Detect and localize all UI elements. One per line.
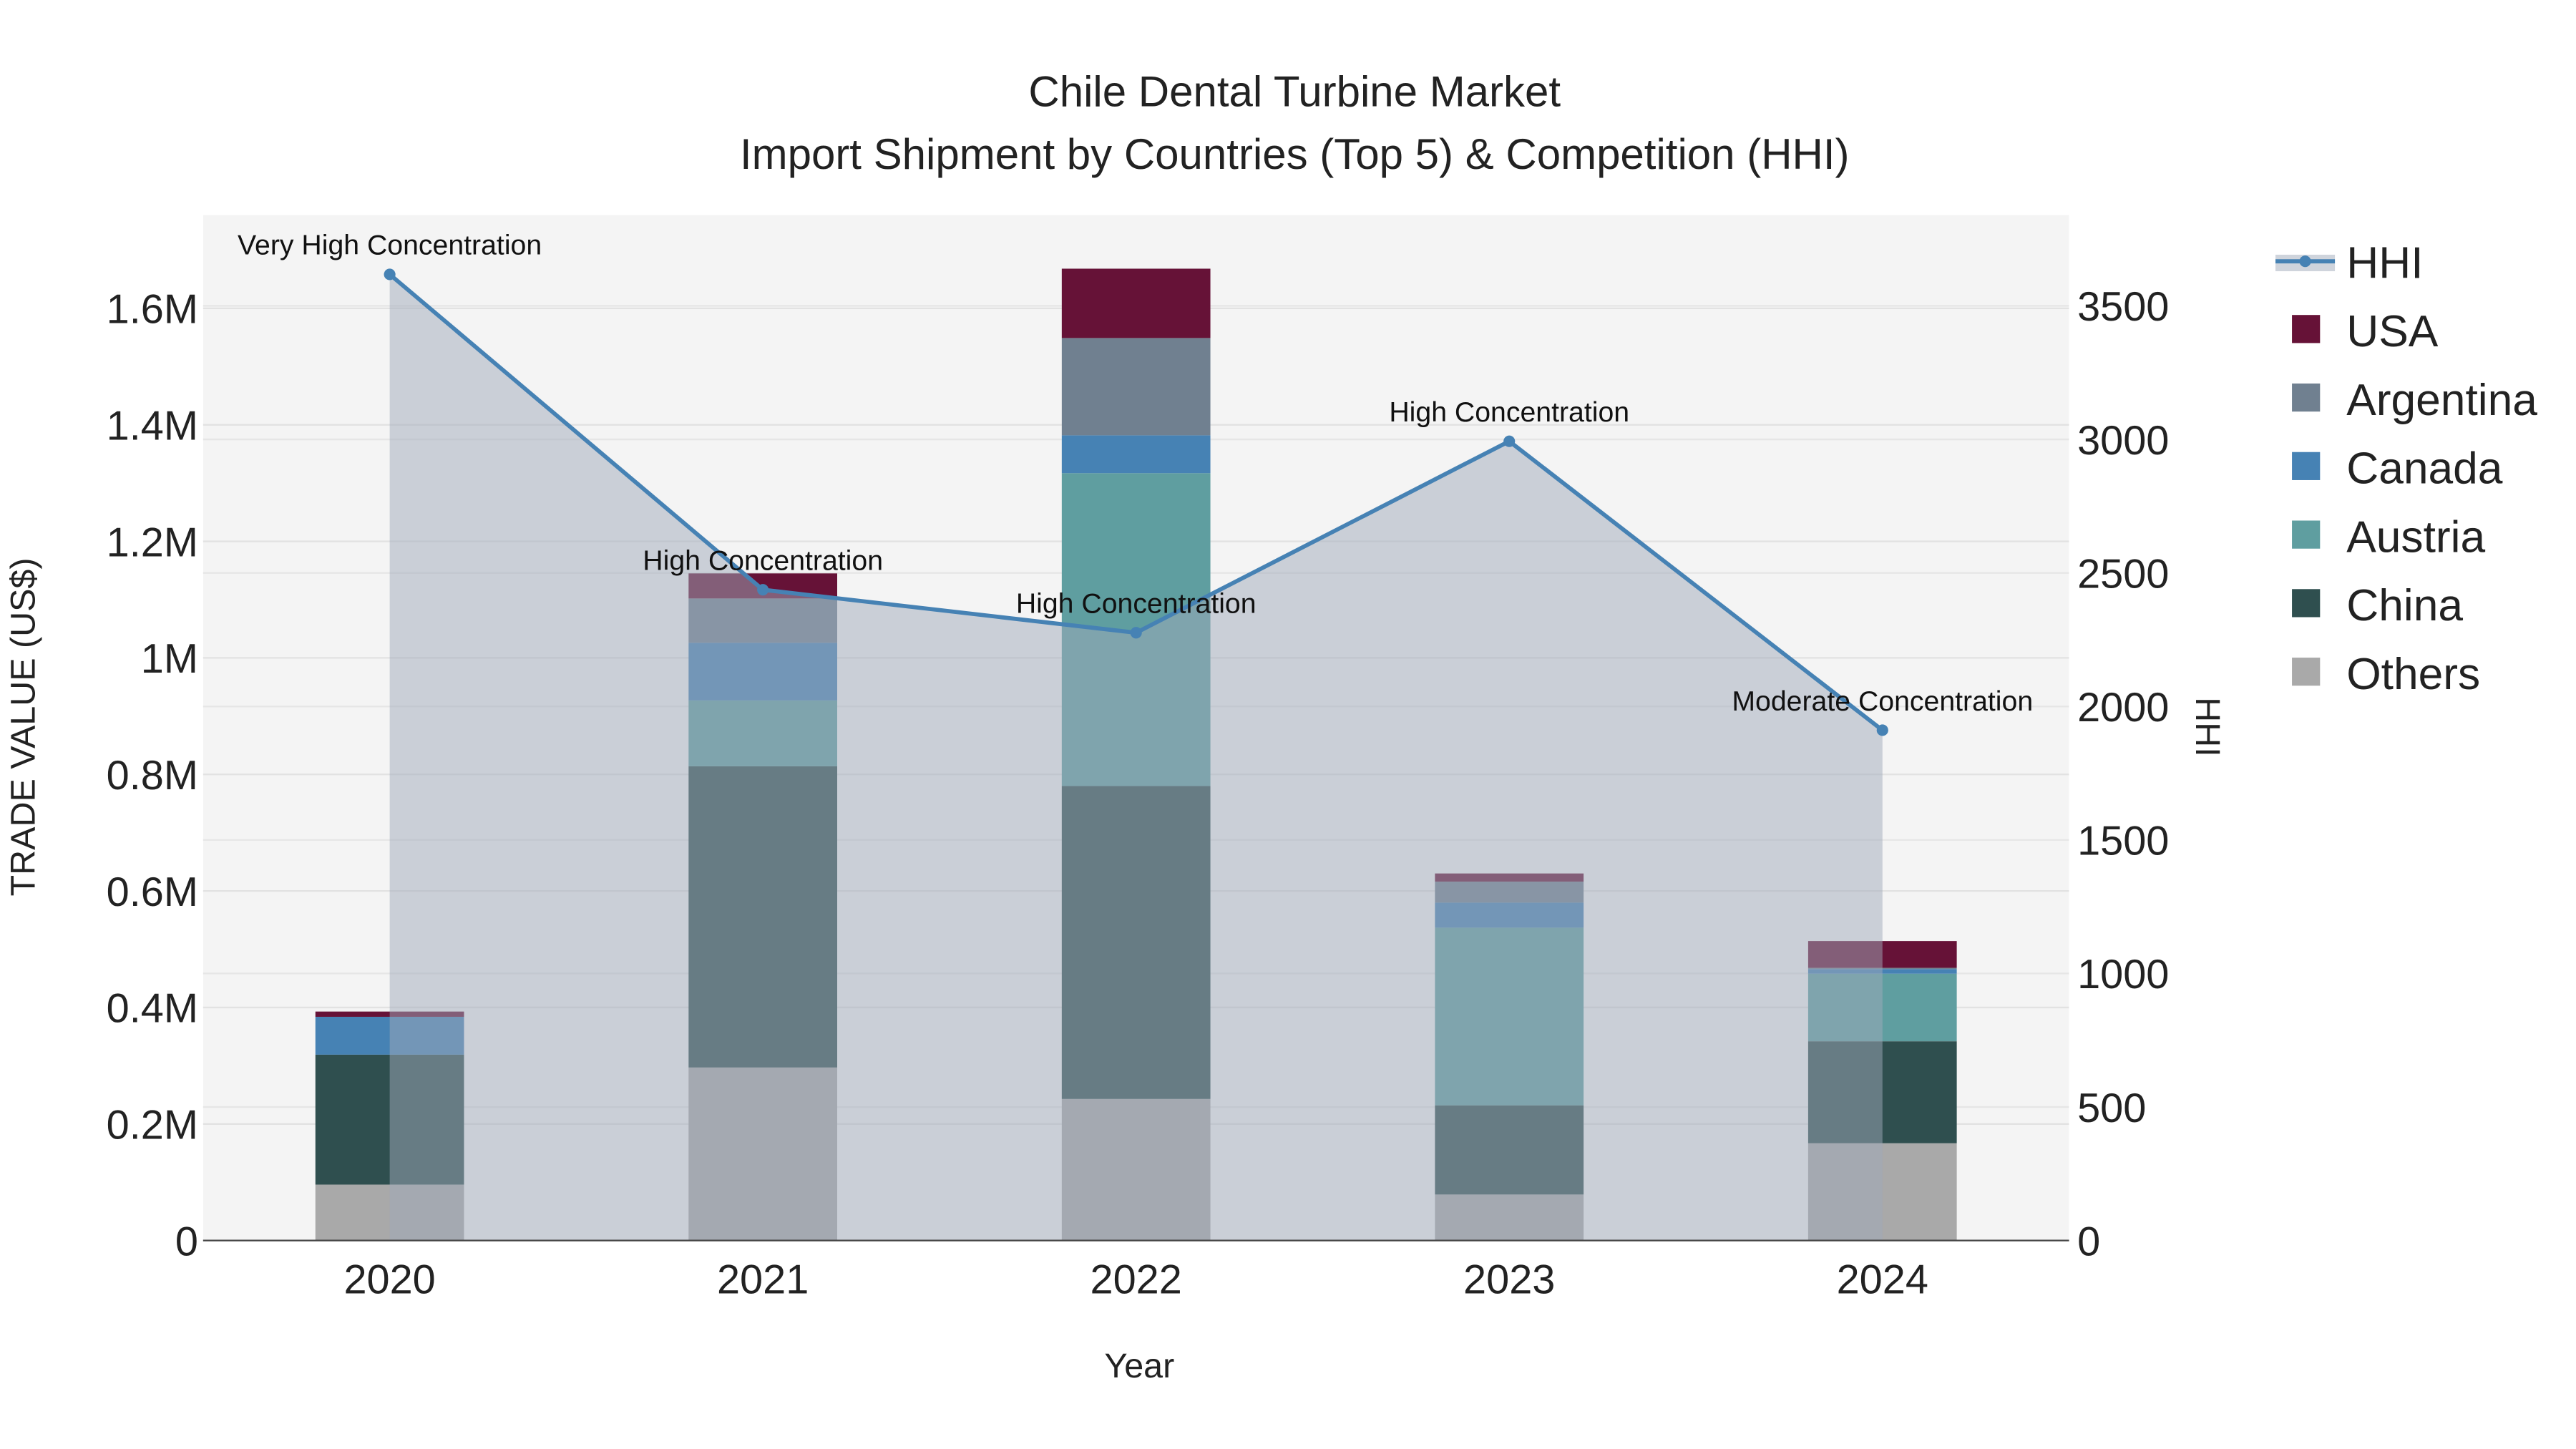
legend-swatch: [2292, 589, 2321, 618]
y2-tick-label: 3500: [2077, 284, 2169, 330]
legend-label: Austria: [2346, 512, 2485, 562]
legend-item-argentina: Argentina: [2292, 376, 2537, 425]
legend-swatch: [2292, 520, 2321, 549]
y-tick-label: 1.2M: [107, 519, 198, 565]
y-tick-label: 0.8M: [107, 753, 198, 799]
legend-label: USA: [2346, 307, 2439, 356]
y-tick-label: 0.2M: [107, 1103, 198, 1148]
legend-swatch: [2292, 658, 2321, 686]
x-tick-label: 2023: [1463, 1257, 1555, 1303]
hhi-annotation: High Concentration: [1389, 396, 1629, 428]
y-tick-label: 1.6M: [107, 287, 198, 333]
y2-tick-label: 2500: [2077, 551, 2169, 597]
legend-label: Canada: [2346, 444, 2503, 494]
legend-swatch: [2292, 452, 2321, 480]
bar-usa-2020: [315, 1011, 464, 1017]
legend-item-china: China: [2292, 581, 2463, 630]
hhi-area: [389, 274, 1883, 1241]
legend-label: HHI: [2346, 238, 2423, 288]
legend-item-usa: USA: [2292, 307, 2439, 356]
legend-swatch-hhi-marker: [2299, 255, 2311, 268]
hhi-point-2023: [1503, 435, 1516, 447]
x-tick-label: 2022: [1091, 1257, 1182, 1303]
hhi-point-2021: [757, 584, 769, 596]
x-tick-label: 2024: [1837, 1257, 1928, 1303]
y2-tick-label: 1000: [2077, 952, 2169, 997]
legend-swatch: [2292, 315, 2321, 343]
y2-tick-label: 500: [2077, 1085, 2146, 1131]
y2-tick-label: 2000: [2077, 685, 2169, 731]
legend-item-others: Others: [2292, 650, 2480, 699]
legend-label: Argentina: [2346, 376, 2537, 425]
hhi-point-2022: [1130, 627, 1142, 639]
legend-item-hhi: HHI: [2275, 238, 2424, 288]
bar-canada-2022: [1061, 435, 1211, 474]
hhi-annotation: High Concentration: [1016, 588, 1257, 620]
legend: HHI USA Argentina Canada Austria China Others: [2275, 238, 2537, 699]
y-axis-ticks: 0 0.2M 0.4M 0.6M 0.8M 1M 1.2M 1.4M 1.6M: [107, 287, 198, 1265]
legend-item-austria: Austria: [2292, 512, 2485, 562]
chart-subtitle: Import Shipment by Countries (Top 5) & C…: [740, 130, 1850, 178]
hhi-annotation: Moderate Concentration: [1732, 686, 2033, 717]
x-tick-label: 2020: [343, 1257, 435, 1303]
legend-label: China: [2346, 581, 2463, 630]
bar-argentina-2022: [1061, 338, 1211, 436]
y-tick-label: 0: [175, 1219, 198, 1264]
y-axis-label: TRADE VALUE (US$): [4, 557, 42, 896]
hhi-point-2020: [384, 268, 396, 280]
bar-usa-2022: [1061, 268, 1211, 338]
legend-item-canada: Canada: [2292, 444, 2503, 494]
hhi-point-2024: [1876, 724, 1888, 736]
chart-title: Chile Dental Turbine Market: [1028, 67, 1561, 115]
y-tick-label: 0.6M: [107, 869, 198, 915]
x-axis-ticks: 2020 2021 2022 2023 2024: [343, 1257, 1928, 1303]
hhi-layer: Very High Concentration High Concentratio…: [238, 230, 2033, 1241]
y2-axis-ticks: 0 500 1000 1500 2000 2500 3000 3500: [2077, 284, 2169, 1264]
y2-tick-label: 3000: [2077, 418, 2169, 464]
x-tick-label: 2021: [717, 1257, 809, 1303]
y-tick-label: 0.4M: [107, 986, 198, 1032]
y-tick-label: 1M: [141, 636, 198, 682]
x-axis-label: Year: [1104, 1347, 1174, 1385]
y2-tick-label: 1500: [2077, 819, 2169, 864]
legend-swatch: [2292, 383, 2321, 412]
hhi-annotation: Very High Concentration: [238, 230, 542, 261]
hhi-annotation: High Concentration: [643, 545, 883, 576]
y2-tick-label: 0: [2077, 1219, 2100, 1264]
y-tick-label: 1.4M: [107, 403, 198, 449]
legend-label: Others: [2346, 650, 2480, 699]
y2-axis-label: HHI: [2188, 697, 2227, 756]
